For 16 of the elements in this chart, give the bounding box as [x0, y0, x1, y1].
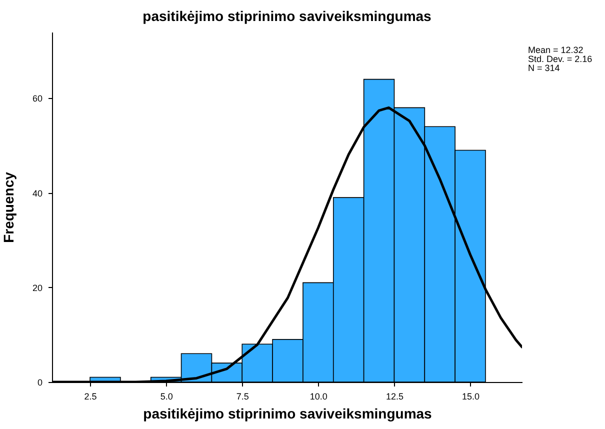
x-tick-label: 7.5 [236, 392, 249, 402]
x-tick-label: 15.0 [462, 392, 480, 402]
x-tick-label: 10.0 [310, 392, 328, 402]
text: Std. Dev. = 2.16 [528, 54, 592, 64]
chart-title: pasitikėjimo stiprinimo saviveiksmingumas [142, 8, 432, 24]
text: Mean = 12.32 [528, 45, 584, 55]
y-axis-title: Frequency [0, 172, 16, 243]
y-tick-label: 60 [32, 94, 42, 104]
y-tick-label: 20 [32, 282, 42, 293]
x-tick-label: 5.0 [160, 392, 173, 402]
text: N = 314 [528, 63, 560, 73]
x-axis-title: pasitikėjimo stiprinimo saviveiksmingumas [143, 406, 432, 422]
y-tick-label: 40 [32, 188, 42, 198]
x-tick-label: 12.5 [386, 392, 404, 402]
x-tick-label: 2.5 [84, 392, 97, 402]
y-tick-label: 0 [37, 378, 42, 388]
